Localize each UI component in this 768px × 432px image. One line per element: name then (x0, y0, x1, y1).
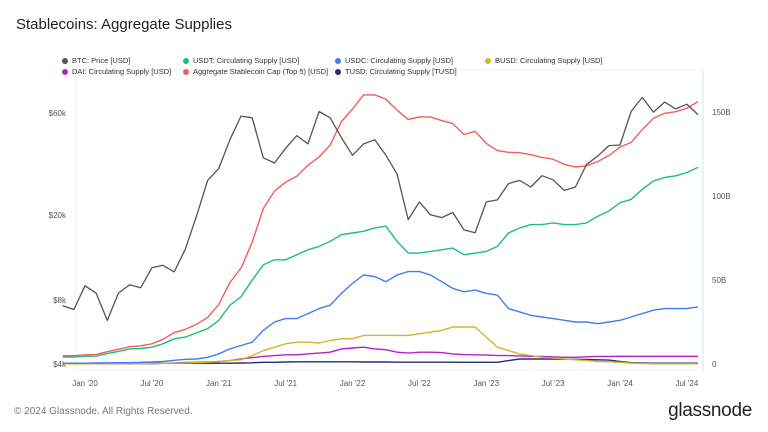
legend-item[interactable]: DAI: Circulating Supply [USD] (62, 67, 171, 76)
x-tick-label: Jan '22 (340, 379, 366, 388)
legend-dot-icon (183, 68, 189, 75)
y-left-tick-label: $60k (49, 109, 67, 118)
y-right-tick-label: 150B (712, 108, 731, 117)
y-right-tick-label: 100B (712, 192, 731, 201)
legend-label: USDT: Circulating Supply [USD] (193, 56, 300, 65)
glassnode-logo: glassnode (668, 400, 752, 421)
y-right-tick-label: 0 (712, 360, 717, 369)
plot-frame (75, 69, 704, 371)
legend-dot-icon (62, 57, 68, 64)
legend-dot-icon (62, 68, 68, 75)
legend-item[interactable]: TUSD: Circulating Supply [TUSD] (335, 67, 457, 76)
y-right-tick-label: 50B (712, 276, 726, 285)
x-tick-label: Jul '21 (274, 379, 297, 388)
copyright: © 2024 Glassnode. All Rights Reserved. (14, 406, 193, 417)
legend-item[interactable]: Aggregate Stablecoin Cap (Top 5) [USD] (183, 67, 328, 76)
legend-item[interactable]: BTC: Price [USD] (62, 56, 130, 65)
x-tick-label: Jan '23 (473, 379, 499, 388)
legend-dot-icon (335, 57, 341, 64)
legend-label: BTC: Price [USD] (72, 56, 131, 65)
legend-label: USDC: Circulating Supply [USD] (345, 56, 453, 65)
legend-dot-icon (335, 68, 341, 75)
legend-item[interactable]: USDC: Circulating Supply [USD] (335, 56, 453, 65)
chart-title: Stablecoins: Aggregate Supplies (16, 16, 232, 33)
y-left-tick-label: $20k (49, 211, 67, 220)
legend-label: BUSD: Circulating Supply [USD] (495, 56, 603, 65)
x-tick-label: Jan '20 (72, 379, 98, 388)
series-line-busd (62, 326, 698, 365)
y-left-tick-label: $8k (53, 296, 67, 305)
legend-dot-icon (183, 57, 189, 64)
x-tick-label: Jan '24 (607, 379, 633, 388)
legend-label: TUSD: Circulating Supply [TUSD] (345, 67, 457, 76)
series-line-aggregate (62, 94, 699, 357)
y-left-tick-label: $4k (53, 360, 67, 369)
legend-item[interactable]: USDT: Circulating Supply [USD] (183, 56, 299, 65)
x-tick-label: Jan '21 (206, 379, 232, 388)
x-tick-label: Jul '23 (542, 379, 565, 388)
legend-dot-icon (485, 57, 491, 64)
series-line-btc (62, 96, 699, 322)
x-tick-label: Jul '22 (408, 379, 431, 388)
series-line-usdt (62, 166, 699, 358)
x-tick-label: Jul '24 (675, 379, 698, 388)
legend-label: DAI: Circulating Supply [USD] (72, 67, 172, 76)
series-line-usdc (62, 270, 699, 364)
legend-label: Aggregate Stablecoin Cap (Top 5) [USD] (193, 67, 329, 76)
legend-item[interactable]: BUSD: Circulating Supply [USD] (485, 56, 603, 65)
x-tick-label: Jul '20 (140, 379, 163, 388)
